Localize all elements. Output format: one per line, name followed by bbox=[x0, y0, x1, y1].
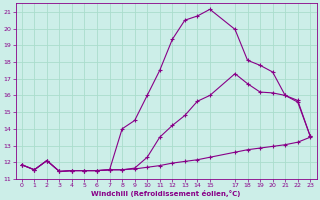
X-axis label: Windchill (Refroidissement éolien,°C): Windchill (Refroidissement éolien,°C) bbox=[91, 190, 241, 197]
